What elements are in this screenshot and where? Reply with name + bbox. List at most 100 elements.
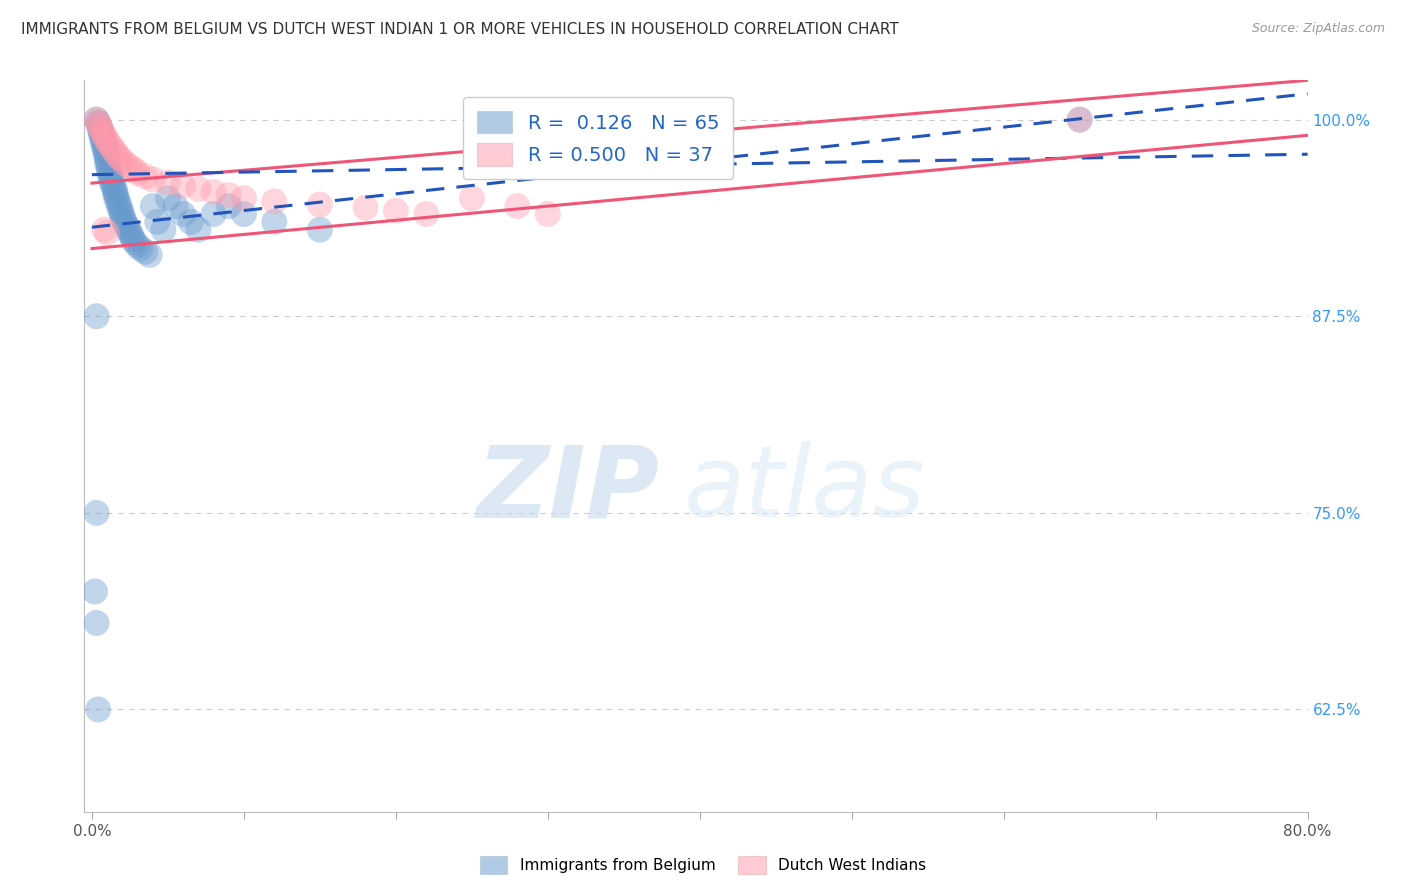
Point: [100, 176, 122, 190]
Point: [97, 163, 120, 178]
Point: [100, 141, 122, 155]
Legend: Immigrants from Belgium, Dutch West Indians: Immigrants from Belgium, Dutch West Indi…: [474, 850, 932, 880]
Point: [87, 116, 110, 130]
Point: [506, 199, 529, 213]
Point: [115, 219, 138, 234]
Point: [91, 131, 114, 145]
Point: [89, 119, 111, 133]
Point: [94, 147, 117, 161]
Point: [156, 191, 179, 205]
Point: [122, 232, 145, 246]
Point: [93, 137, 115, 152]
Point: [90, 128, 112, 143]
Point: [104, 185, 127, 199]
Point: [103, 178, 125, 193]
Point: [354, 201, 377, 215]
Point: [134, 244, 156, 259]
Point: [218, 188, 240, 202]
Point: [263, 194, 285, 209]
Point: [127, 166, 149, 180]
Point: [108, 197, 131, 211]
Point: [111, 207, 134, 221]
Point: [96, 135, 118, 149]
Point: [537, 207, 560, 221]
Point: [105, 188, 128, 202]
Point: [98, 169, 121, 184]
Point: [138, 248, 160, 262]
Point: [415, 207, 437, 221]
Text: IMMIGRANTS FROM BELGIUM VS DUTCH WEST INDIAN 1 OR MORE VEHICLES IN HOUSEHOLD COR: IMMIGRANTS FROM BELGIUM VS DUTCH WEST IN…: [21, 22, 898, 37]
Point: [86, 112, 108, 127]
Point: [93, 141, 115, 155]
Point: [118, 226, 141, 240]
Point: [98, 137, 121, 152]
Point: [232, 191, 254, 205]
Legend: R =  0.126   N = 65, R = 0.500   N = 37: R = 0.126 N = 65, R = 0.500 N = 37: [464, 97, 733, 179]
Point: [156, 176, 179, 190]
Point: [142, 172, 165, 186]
Point: [121, 229, 143, 244]
Point: [172, 178, 194, 193]
Point: [100, 172, 122, 186]
Point: [118, 160, 141, 174]
Point: [142, 199, 165, 213]
Point: [114, 156, 136, 170]
Point: [86, 112, 108, 127]
Point: [111, 210, 134, 224]
Point: [96, 156, 118, 170]
Point: [91, 135, 114, 149]
Point: [124, 235, 146, 250]
Point: [84, 584, 107, 599]
Point: [124, 163, 146, 178]
Point: [96, 150, 118, 164]
Point: [93, 223, 115, 237]
Point: [127, 238, 149, 252]
Point: [187, 182, 209, 196]
Point: [232, 207, 254, 221]
Point: [108, 201, 131, 215]
Point: [104, 144, 127, 158]
Point: [263, 215, 285, 229]
Point: [187, 223, 209, 237]
Point: [111, 153, 134, 168]
Point: [202, 207, 225, 221]
Point: [108, 150, 131, 164]
Point: [89, 122, 111, 136]
Point: [90, 122, 112, 136]
Point: [105, 147, 128, 161]
Point: [165, 199, 187, 213]
Point: [152, 223, 174, 237]
Point: [202, 185, 225, 199]
Point: [94, 144, 117, 158]
Point: [104, 182, 127, 196]
Point: [107, 194, 129, 209]
Point: [461, 191, 484, 205]
Point: [94, 131, 117, 145]
Point: [146, 215, 169, 229]
Point: [86, 506, 108, 520]
Point: [91, 125, 114, 139]
Point: [96, 226, 118, 240]
Point: [129, 242, 152, 256]
Point: [110, 203, 132, 218]
Point: [117, 223, 139, 237]
Point: [134, 169, 156, 184]
Point: [1069, 112, 1091, 127]
Point: [1069, 112, 1091, 127]
Point: [90, 125, 112, 139]
Point: [97, 160, 120, 174]
Point: [114, 216, 136, 230]
Point: [309, 197, 332, 211]
Point: [180, 215, 202, 229]
Point: [385, 203, 408, 218]
Point: [89, 119, 111, 133]
Point: [105, 191, 128, 205]
Text: atlas: atlas: [683, 442, 925, 539]
Point: [172, 207, 194, 221]
Point: [87, 116, 110, 130]
Point: [218, 199, 240, 213]
Point: [93, 128, 115, 143]
Text: ZIP: ZIP: [477, 442, 659, 539]
Point: [96, 153, 118, 168]
Point: [112, 213, 135, 227]
